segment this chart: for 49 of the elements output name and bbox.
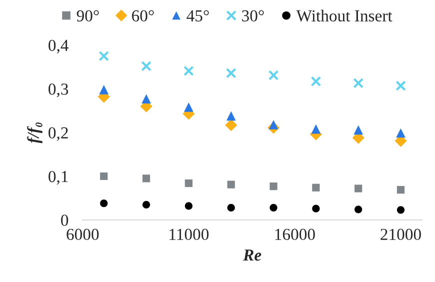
- point: [312, 184, 320, 192]
- point: [310, 76, 322, 87]
- legend-label: 90°: [76, 10, 99, 22]
- point: [270, 204, 278, 212]
- point: [184, 66, 194, 76]
- y-axis-title: f/f₀: [27, 122, 42, 144]
- y-tick-label: 0,4: [48, 40, 68, 54]
- point: [184, 179, 192, 188]
- point: [227, 180, 235, 188]
- point: [354, 125, 363, 135]
- point: [142, 200, 150, 208]
- point: [396, 128, 406, 138]
- y-tick-label: 0,2: [48, 127, 68, 141]
- point: [227, 204, 235, 212]
- x-tick-label: 6000: [66, 228, 99, 240]
- point: [354, 184, 362, 192]
- point: [100, 172, 108, 180]
- legend-label: Without Insert: [296, 10, 392, 22]
- legend-label: 60°: [132, 10, 154, 22]
- point: [396, 206, 405, 214]
- point: [141, 60, 152, 72]
- point: [270, 182, 278, 190]
- point: [311, 124, 321, 134]
- point: [396, 80, 406, 91]
- y-tick-label: 0,3: [48, 84, 68, 98]
- y-tick-label: 0,1: [48, 170, 68, 185]
- point: [142, 94, 151, 104]
- y-tick-label: 0: [61, 214, 68, 226]
- x-tick-label: 11000: [170, 228, 209, 240]
- point: [226, 68, 236, 78]
- point: [268, 70, 279, 80]
- legend-label: 45°: [186, 10, 209, 22]
- point: [99, 85, 109, 94]
- point: [312, 204, 320, 212]
- point: [226, 111, 236, 121]
- x-tick-label: 21000: [380, 228, 421, 240]
- point: [396, 186, 405, 194]
- point: [268, 120, 278, 130]
- point: [184, 102, 194, 112]
- x-axis-title: Re: [243, 250, 262, 261]
- point: [225, 119, 238, 132]
- point: [98, 50, 110, 62]
- point: [353, 78, 364, 88]
- point: [100, 200, 108, 208]
- legend-label: 30°: [242, 10, 264, 22]
- point: [142, 174, 150, 182]
- x-tick-label: 16000: [275, 228, 315, 240]
- point: [184, 202, 192, 210]
- point: [354, 206, 362, 214]
